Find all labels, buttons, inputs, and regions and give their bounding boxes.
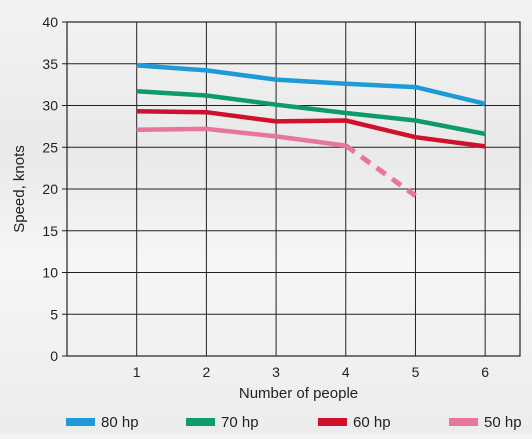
y-tick-label: 25: [42, 139, 58, 155]
x-tick-label: 4: [342, 364, 350, 380]
y-tick-label: 5: [50, 306, 58, 322]
legend-label: 50 hp: [484, 414, 522, 431]
y-tick-label: 10: [42, 265, 58, 281]
tick-labels: 0 5 10 15 20 25 30 35 40 1 2 3 4 5 6: [42, 14, 489, 380]
legend-label: 60 hp: [353, 414, 391, 431]
x-tick-label: 6: [481, 364, 489, 380]
y-tick-label: 40: [42, 14, 58, 30]
series-lines: [137, 65, 486, 195]
grid: [67, 22, 520, 356]
series-dashed-50-hp: [346, 146, 416, 196]
legend-swatch: [66, 418, 95, 426]
legend-swatch: [449, 418, 478, 426]
legend-label: 80 hp: [101, 414, 139, 431]
series-line-50-hp: [137, 129, 346, 146]
y-tick-label: 20: [42, 181, 58, 197]
x-axis-title: Number of people: [239, 385, 358, 402]
x-tick-label: 1: [133, 364, 141, 380]
series-line-80-hp: [137, 65, 486, 103]
legend-label: 70 hp: [221, 414, 259, 431]
legend-swatch: [318, 418, 347, 426]
y-tick-label: 0: [50, 348, 58, 364]
legend-swatch: [186, 418, 215, 426]
y-tick-label: 30: [42, 98, 58, 114]
legend: 80 hp 70 hp 60 hp 50 hp: [66, 414, 522, 431]
x-tick-label: 5: [412, 364, 420, 380]
x-tick-label: 2: [202, 364, 210, 380]
y-tick-label: 35: [42, 56, 58, 72]
y-axis-title: Speed, knots: [11, 145, 28, 233]
y-tick-label: 15: [42, 223, 58, 239]
x-tick-label: 3: [272, 364, 280, 380]
